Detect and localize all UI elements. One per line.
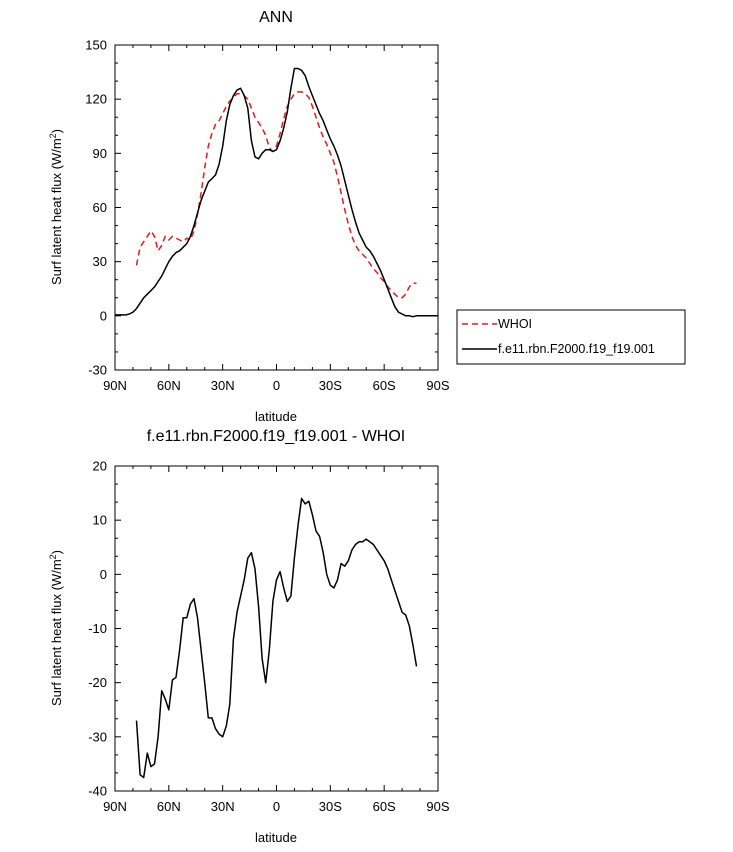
- chart-annual-plot-frame: [114, 44, 439, 371]
- chart-difference-title: f.e11.rbn.F2000.f19_f19.001 - WHOI: [147, 428, 406, 445]
- chart-difference-ylabel: Surf latent heat flux (W/m: [49, 559, 64, 706]
- chart-annual-title: ANN: [259, 9, 293, 26]
- chart-difference-series-model: [135, 497, 418, 779]
- chart-difference-xtick-label: 60S: [373, 799, 396, 814]
- legend-label-whoi: WHOI: [498, 317, 532, 331]
- chart-annual-legend: WHOI f.e11.rbn.F2000.f19_f19.001: [456, 309, 686, 365]
- chart-difference-ytick-label: 0: [100, 567, 107, 582]
- chart-difference-xtick-label: 30N: [211, 799, 235, 814]
- chart-annual-y-axis-label: Surf latent heat flux (W/m2): [48, 129, 64, 285]
- chart-difference-xtick-label: 60N: [157, 799, 181, 814]
- svg-text:Surf latent heat flux (W/m2): Surf latent heat flux (W/m2): [48, 550, 64, 706]
- chart-annual-ytick-label: -30: [88, 363, 107, 378]
- chart-difference-ytick-label: -30: [88, 729, 107, 744]
- chart-annual-xtick-label: 0: [273, 378, 280, 393]
- chart-annual-ytick-label: 60: [93, 200, 107, 215]
- chart-difference-xtick-label: 30S: [319, 799, 342, 814]
- chart-annual-x-axis-label: latitude: [255, 409, 297, 424]
- chart-difference-ytick-label: -40: [88, 784, 107, 799]
- chart-annual-ylabel-tail: ): [49, 129, 64, 133]
- chart-difference: f.e11.rbn.F2000.f19_f19.001 - WHOI Surf …: [48, 428, 450, 845]
- chart-difference-ylabel-tail: ): [49, 550, 64, 554]
- chart-annual-y-ticks: -30 0 30 60 90 120 150: [85, 38, 438, 378]
- chart-difference-series: [135, 497, 418, 779]
- chart-annual-series-model: [115, 67, 438, 318]
- chart-annual-xtick-label: 90S: [426, 378, 449, 393]
- chart-annual-xtick-label: 90N: [103, 378, 127, 393]
- chart-difference-plot-frame: [114, 465, 439, 792]
- chart-annual-ytick-label: 0: [100, 308, 107, 323]
- chart-annual-xtick-label: 60N: [157, 378, 181, 393]
- chart-difference-x-axis-label: latitude: [255, 830, 297, 845]
- chart-annual-xtick-label: 30S: [319, 378, 342, 393]
- chart-annual-ytick-label: 30: [93, 254, 107, 269]
- chart-annual: ANN Surf latent heat flux (W/m2) latitud…: [48, 9, 686, 424]
- svg-text:Surf latent heat flux (W/m2): Surf latent heat flux (W/m2): [48, 129, 64, 285]
- chart-annual-ytick-label: 150: [85, 38, 107, 53]
- legend-label-model: f.e11.rbn.F2000.f19_f19.001: [498, 342, 655, 356]
- legend-box: [456, 309, 686, 365]
- chart-annual-xtick-label: 60S: [373, 378, 396, 393]
- chart-difference-xtick-label: 90N: [103, 799, 127, 814]
- chart-annual-ylabel-sup: 2: [48, 133, 58, 138]
- chart-difference-y-ticks: -40 -30 -20 -10 0 10 20: [88, 459, 438, 799]
- chart-difference-ytick-label: 10: [93, 513, 107, 528]
- chart-difference-xtick-label: 0: [273, 799, 280, 814]
- chart-annual-series: [115, 67, 438, 318]
- chart-annual-ylabel: Surf latent heat flux (W/m: [49, 138, 64, 285]
- chart-annual-series-whoi: [135, 91, 417, 299]
- chart-difference-ylabel-sup: 2: [48, 554, 58, 559]
- chart-difference-ytick-label: -10: [88, 621, 107, 636]
- chart-difference-xtick-label: 90S: [426, 799, 449, 814]
- chart-annual-x-ticks: 90N 60N 30N 0 30S 60S 90S: [103, 45, 450, 393]
- chart-difference-ytick-label: -20: [88, 675, 107, 690]
- chart-annual-xtick-label: 30N: [211, 378, 235, 393]
- chart-annual-ytick-label: 90: [93, 146, 107, 161]
- chart-difference-y-axis-label: Surf latent heat flux (W/m2): [48, 550, 64, 706]
- chart-annual-ytick-label: 120: [85, 92, 107, 107]
- chart-difference-ytick-label: 20: [93, 459, 107, 474]
- chart-difference-x-ticks: 90N 60N 30N 0 30S 60S 90S: [103, 466, 450, 814]
